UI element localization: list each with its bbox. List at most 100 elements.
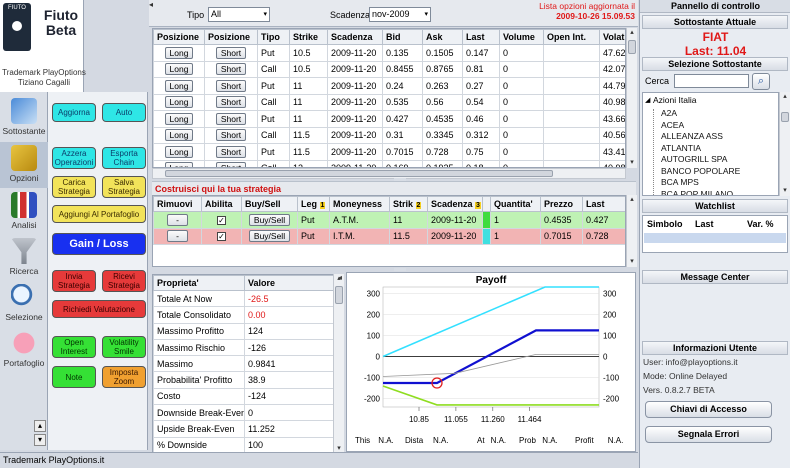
short-button[interactable]: Short	[215, 63, 247, 76]
scroll-thumb[interactable]	[335, 286, 343, 304]
option-row[interactable]: Long Short Call 10.5 2009-11-20 0.8455 0.8765 0…	[153, 60, 625, 78]
scroll-down-icon[interactable]: ▾	[630, 159, 634, 166]
tree-item[interactable]: A2A	[661, 108, 678, 118]
gain-loss-button[interactable]: Gain / Loss	[52, 233, 146, 255]
scroll-up-icon[interactable]: ▴	[630, 29, 634, 36]
options-col-header[interactable]: Volatil	[599, 29, 625, 45]
properties-scrollbar[interactable]: ▴ ▾	[333, 274, 344, 454]
scroll-thumb[interactable]	[628, 40, 636, 54]
col-strik[interactable]: Strik 2	[389, 196, 428, 212]
long-button[interactable]: Long	[164, 129, 194, 142]
strategy-row[interactable]: - ✓ Buy/Sell Put A.T.M. 11 2009-11-20 1 0.4535 0.…	[153, 211, 625, 229]
open-interest-button[interactable]: Open Interest	[52, 336, 96, 358]
nav-item-sottostante[interactable]: Sottostante	[0, 98, 48, 136]
report-errors-button[interactable]: Segnala Errori	[645, 426, 772, 443]
scroll-down-icon[interactable]: ▾	[783, 187, 787, 194]
col-leg[interactable]: Leg 1	[297, 196, 330, 212]
richiedi-valutazione-button[interactable]: Richiedi Valutazione	[52, 300, 146, 318]
scroll-down-icon[interactable]: ▾	[337, 445, 341, 452]
options-col-header[interactable]: Posizione	[153, 29, 205, 45]
tree-item[interactable]: BCA POP MILANO	[661, 188, 734, 196]
options-col-header[interactable]: Open Int.	[543, 29, 600, 45]
nav-scroll-up[interactable]: ▴	[34, 420, 46, 432]
options-col-header[interactable]: Scadenza	[327, 29, 383, 45]
long-button[interactable]: Long	[164, 63, 194, 76]
search-icon[interactable]: ⌕	[752, 73, 770, 90]
tree-item[interactable]: ACEA	[661, 119, 685, 130]
options-col-header[interactable]: Bid	[382, 29, 423, 45]
collapse-icon[interactable]: ◂	[338, 273, 343, 282]
short-button[interactable]: Short	[215, 46, 247, 59]
option-row[interactable]: Long Short Put 11.5 2009-11-20 0.7015 0.728 0.7…	[153, 143, 625, 161]
nav-item-portafoglio[interactable]: Portafoglio	[0, 330, 48, 368]
tree-item[interactable]: BANCO POPOLARE	[661, 165, 741, 176]
collapse-left-icon[interactable]: ◂	[149, 0, 154, 9]
strategy-row[interactable]: - ✓ Buy/Sell Put I.T.M. 11.5 2009-11-20 1 0.7015…	[153, 227, 625, 245]
salva-strategia-button[interactable]: Salva Strategia	[102, 176, 146, 198]
remove-leg-button[interactable]: -	[167, 213, 188, 226]
tree-item[interactable]: ALLEANZA ASS	[661, 131, 723, 141]
imposta-zoom-button[interactable]: Imposta Zoom	[102, 366, 146, 388]
col-scadenza[interactable]: Scadenza 3	[427, 196, 483, 212]
short-button[interactable]: Short	[215, 162, 247, 167]
short-button[interactable]: Short	[215, 112, 247, 125]
tree-expand-icon[interactable]: ◢	[645, 97, 651, 104]
buysell-button[interactable]: Buy/Sell	[248, 213, 291, 226]
tree-item[interactable]: AUTOGRILL SPA	[661, 154, 728, 164]
azzera-operazioni-button[interactable]: Azzera Operazioni	[52, 147, 96, 169]
options-col-header[interactable]: Posizione	[204, 29, 258, 45]
auto-button[interactable]: Auto	[102, 103, 146, 122]
options-col-header[interactable]: Tipo	[257, 29, 290, 45]
access-keys-button[interactable]: Chiavi di Accesso	[645, 401, 772, 418]
esporta-chain-button[interactable]: Esporta Chain	[102, 147, 146, 169]
nav-item-analisi[interactable]: Analisi	[0, 192, 48, 230]
long-button[interactable]: Long	[164, 145, 194, 158]
tree-root[interactable]: Azioni Italia	[653, 95, 697, 105]
tree-item[interactable]: BCA MPS	[661, 177, 699, 187]
remove-leg-button[interactable]: -	[167, 230, 188, 243]
option-row[interactable]: Long Short Put 10.5 2009-11-20 0.135 0.1505 0.1…	[153, 44, 625, 62]
enable-checkbox[interactable]: ✓	[217, 232, 226, 242]
scroll-thumb[interactable]	[781, 112, 789, 122]
option-row[interactable]: Long Short Put 11 2009-11-20 0.24 0.263 0.27 0 44…	[153, 77, 625, 95]
carica-strategia-button[interactable]: Carica Strategia	[52, 176, 96, 198]
splitter-handle[interactable]	[394, 178, 406, 181]
option-row[interactable]: Long Short Call122009-11-200.1690.19250.18…	[153, 159, 625, 167]
ricevi-strategia-button[interactable]: Ricevi Strategia	[102, 270, 146, 292]
tree-scrollbar[interactable]: ▴ ▾	[779, 92, 790, 196]
nav-item-ricerca[interactable]: Ricerca	[0, 238, 48, 276]
tree-item[interactable]: ATLANTIA	[661, 142, 701, 153]
scadenza-select[interactable]: nov-2009 ▾	[369, 7, 431, 22]
options-hscrollbar[interactable]	[152, 168, 626, 179]
scroll-up-icon[interactable]: ▴	[783, 93, 787, 100]
watchlist-row[interactable]	[644, 233, 786, 243]
volatility-smile-button[interactable]: Volatility Smile	[102, 336, 146, 358]
hscroll-thumb[interactable]	[165, 170, 553, 177]
nav-scroll-down[interactable]: ▾	[34, 434, 46, 446]
short-button[interactable]: Short	[215, 145, 247, 158]
long-button[interactable]: Long	[164, 112, 194, 125]
scroll-up-icon[interactable]: ▴	[337, 275, 341, 282]
splitter-handle[interactable]	[394, 268, 406, 271]
short-button[interactable]: Short	[215, 79, 247, 92]
scroll-down-icon[interactable]: ▾	[630, 258, 634, 265]
enable-checkbox[interactable]: ✓	[217, 215, 226, 225]
option-row[interactable]: Long Short Put 11 2009-11-20 0.427 0.4535 0.46 0…	[153, 110, 625, 128]
nav-item-selezione[interactable]: Selezione	[0, 284, 48, 322]
options-scrollbar[interactable]: ▴ ▾	[626, 28, 637, 168]
scroll-up-icon[interactable]: ▴	[630, 196, 634, 203]
long-button[interactable]: Long	[164, 96, 194, 109]
invia-strategia-button[interactable]: Invia Strategia	[52, 270, 96, 292]
long-button[interactable]: Long	[164, 79, 194, 92]
short-button[interactable]: Short	[215, 96, 247, 109]
strategy-scrollbar[interactable]: ▴ ▾	[626, 195, 637, 267]
long-button[interactable]: Long	[164, 162, 194, 167]
options-col-header[interactable]: Last	[462, 29, 500, 45]
option-row[interactable]: Long Short Call 11.5 2009-11-20 0.31 0.3345 0.3…	[153, 126, 625, 144]
options-col-header[interactable]: Strike	[289, 29, 328, 45]
search-input[interactable]	[674, 74, 749, 88]
option-row[interactable]: Long Short Call 11 2009-11-20 0.535 0.56 0.54 0 4…	[153, 93, 625, 111]
aggiorna-button[interactable]: Aggiorna	[52, 103, 96, 122]
aggiungi-portafoglio-button[interactable]: Aggiungi Al Portafoglio	[52, 205, 146, 223]
buysell-button[interactable]: Buy/Sell	[248, 230, 291, 243]
